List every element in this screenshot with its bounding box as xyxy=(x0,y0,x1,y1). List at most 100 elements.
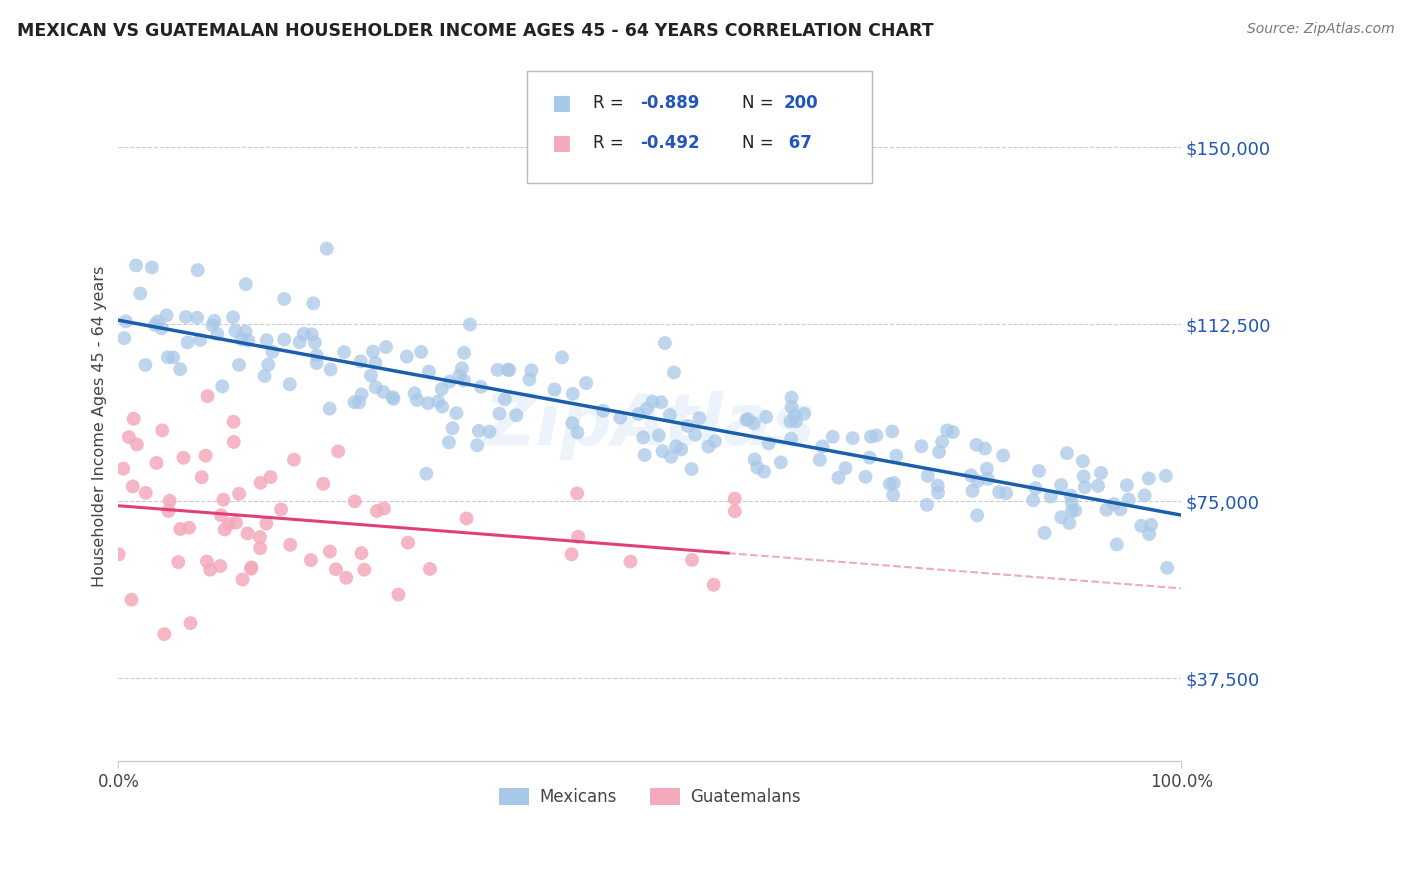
Mexicans xyxy=(273,333,295,347)
Mexicans xyxy=(915,498,938,512)
Mexicans xyxy=(478,425,501,439)
Mexicans xyxy=(416,396,439,410)
Guatemalans xyxy=(214,523,236,537)
Mexicans xyxy=(1060,495,1083,509)
Mexicans xyxy=(302,296,325,310)
Mexicans xyxy=(453,346,475,360)
Mexicans xyxy=(292,326,315,341)
Mexicans xyxy=(1022,493,1045,508)
Mexicans xyxy=(543,383,565,397)
Mexicans xyxy=(755,409,778,424)
Mexicans xyxy=(125,259,148,273)
Guatemalans xyxy=(366,504,388,518)
Mexicans xyxy=(697,440,720,454)
Mexicans xyxy=(1156,561,1178,575)
Mexicans xyxy=(150,321,173,335)
Guatemalans xyxy=(619,554,641,568)
Mexicans xyxy=(561,416,583,430)
Mexicans xyxy=(882,488,904,502)
Mexicans xyxy=(966,474,988,488)
Mexicans xyxy=(1050,510,1073,524)
Guatemalans xyxy=(681,553,703,567)
Mexicans xyxy=(360,368,382,383)
Mexicans xyxy=(404,386,426,401)
Text: -0.889: -0.889 xyxy=(640,94,699,112)
Guatemalans xyxy=(350,546,373,560)
Guatemalans xyxy=(122,411,145,425)
Mexicans xyxy=(567,425,589,440)
Guatemalans xyxy=(190,470,212,484)
Mexicans xyxy=(465,438,488,452)
Mexicans xyxy=(486,363,509,377)
Guatemalans xyxy=(312,476,335,491)
Mexicans xyxy=(174,310,197,324)
Mexicans xyxy=(155,309,177,323)
Mexicans xyxy=(651,444,673,458)
Mexicans xyxy=(222,310,245,325)
Guatemalans xyxy=(218,516,240,531)
Mexicans xyxy=(129,286,152,301)
Guatemalans xyxy=(703,578,725,592)
Mexicans xyxy=(262,344,284,359)
Mexicans xyxy=(176,335,198,350)
Mexicans xyxy=(1033,525,1056,540)
Mexicans xyxy=(231,332,253,346)
Mexicans xyxy=(962,483,984,498)
Guatemalans xyxy=(145,456,167,470)
Guatemalans xyxy=(180,616,202,631)
Guatemalans xyxy=(236,526,259,541)
Mexicans xyxy=(418,364,440,378)
Mexicans xyxy=(162,351,184,365)
Guatemalans xyxy=(567,486,589,500)
Mexicans xyxy=(735,413,758,427)
Text: R =: R = xyxy=(593,134,624,152)
Mexicans xyxy=(671,442,693,457)
Mexicans xyxy=(858,450,880,465)
Mexicans xyxy=(658,408,681,422)
Guatemalans xyxy=(724,504,747,518)
Mexicans xyxy=(235,325,257,339)
Mexicans xyxy=(1102,497,1125,511)
Mexicans xyxy=(631,430,654,444)
Mexicans xyxy=(1130,519,1153,533)
Mexicans xyxy=(350,354,373,368)
Guatemalans xyxy=(561,547,583,561)
Text: 67: 67 xyxy=(783,134,813,152)
Guatemalans xyxy=(319,544,342,558)
Mexicans xyxy=(927,478,949,492)
Mexicans xyxy=(882,425,904,439)
Guatemalans xyxy=(456,511,478,525)
Mexicans xyxy=(169,362,191,376)
Mexicans xyxy=(928,445,950,459)
Guatemalans xyxy=(724,491,747,506)
Mexicans xyxy=(304,335,326,350)
Guatemalans xyxy=(167,555,190,569)
Mexicans xyxy=(974,442,997,456)
Mexicans xyxy=(841,431,863,445)
Mexicans xyxy=(114,314,136,328)
Mexicans xyxy=(288,334,311,349)
Guatemalans xyxy=(254,516,277,531)
Mexicans xyxy=(224,324,246,338)
Mexicans xyxy=(395,350,418,364)
Mexicans xyxy=(995,486,1018,500)
Mexicans xyxy=(561,386,583,401)
Guatemalans xyxy=(325,562,347,576)
Mexicans xyxy=(927,485,949,500)
Mexicans xyxy=(319,362,342,376)
Mexicans xyxy=(808,452,831,467)
Guatemalans xyxy=(249,530,271,544)
Mexicans xyxy=(1064,503,1087,517)
Mexicans xyxy=(752,465,775,479)
Mexicans xyxy=(520,363,543,377)
Mexicans xyxy=(278,377,301,392)
Mexicans xyxy=(1073,469,1095,483)
Mexicans xyxy=(641,394,664,409)
Guatemalans xyxy=(125,437,148,451)
Mexicans xyxy=(415,467,437,481)
Text: N =: N = xyxy=(742,134,773,152)
Mexicans xyxy=(141,260,163,275)
Guatemalans xyxy=(240,562,263,576)
Mexicans xyxy=(1095,502,1118,516)
Mexicans xyxy=(439,375,461,389)
